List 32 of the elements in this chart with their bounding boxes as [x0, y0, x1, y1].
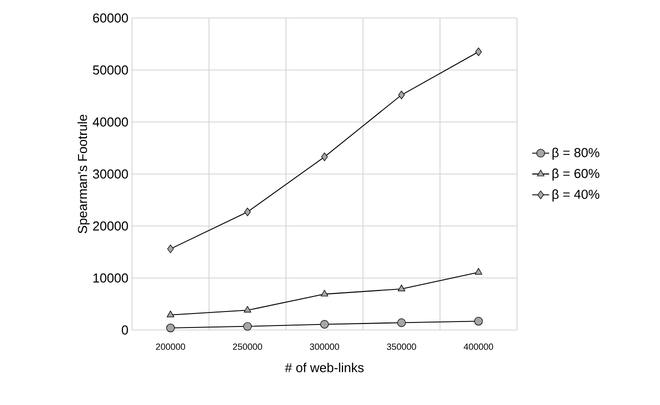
- y-tick-label: 30000: [92, 169, 128, 179]
- point: [244, 208, 251, 216]
- point: [475, 48, 482, 56]
- y-tick-label: 0: [122, 325, 128, 335]
- x-axis-title: # of web-links: [284, 362, 364, 372]
- y-tick-label: 10000: [93, 273, 128, 283]
- y-axis-title: Spearman's Footrule: [78, 114, 90, 234]
- point: [397, 318, 406, 328]
- point: [398, 90, 405, 100]
- point: [166, 310, 174, 318]
- x-tick-label: 400000: [464, 344, 494, 350]
- x-tick-label: 200000: [156, 344, 186, 350]
- point: [243, 322, 252, 331]
- legend-label: β = 60%: [552, 168, 600, 181]
- point: [321, 152, 328, 162]
- point: [474, 316, 483, 326]
- x-tick-label: 300000: [310, 344, 340, 350]
- y-tick-label: 60000: [93, 13, 128, 23]
- point: [474, 268, 482, 275]
- legend-label: β = 40%: [552, 189, 600, 202]
- point: [398, 284, 406, 292]
- point: [320, 320, 329, 329]
- y-tick-label: 40000: [92, 117, 128, 127]
- x-tick-label: 250000: [233, 344, 262, 350]
- point: [167, 244, 174, 254]
- legend-label: β = 80%: [552, 148, 600, 160]
- point: [244, 306, 252, 313]
- point: [166, 324, 175, 332]
- y-tick-label: 20000: [93, 221, 128, 231]
- point: [320, 290, 328, 296]
- y-tick-label: 50000: [92, 65, 128, 75]
- x-tick-label: 350000: [386, 344, 416, 350]
